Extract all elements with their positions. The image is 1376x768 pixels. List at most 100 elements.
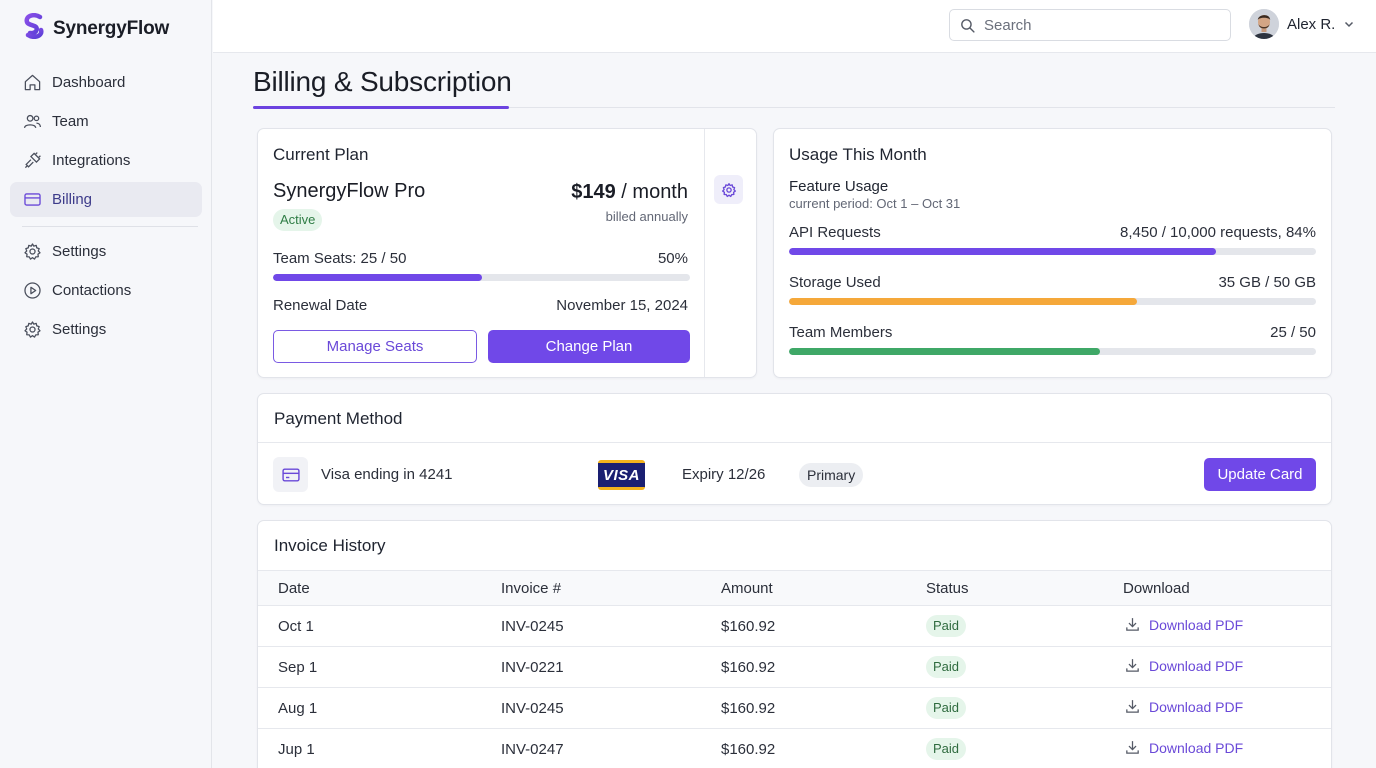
plan-status-badge: Active bbox=[273, 209, 323, 231]
sidebar-item-label: Team bbox=[52, 113, 89, 130]
download-pdf-label: Download PDF bbox=[1149, 739, 1244, 756]
sidebar-item-dashboard[interactable]: Dashboard bbox=[10, 65, 202, 100]
download-pdf-label: Download PDF bbox=[1149, 698, 1244, 715]
manage-seats-button[interactable]: Manage Seats bbox=[273, 330, 477, 363]
sidebar-item-label: Billing bbox=[52, 191, 93, 208]
column-header-date[interactable]: Date bbox=[278, 580, 310, 597]
sidebar-item-contactions[interactable]: Contactions bbox=[10, 273, 202, 308]
invoice-number: INV-0245 bbox=[501, 700, 564, 717]
primary-badge: Primary bbox=[799, 463, 864, 487]
search-input[interactable] bbox=[984, 16, 1214, 34]
feature-usage-label: Feature Usage bbox=[789, 178, 889, 195]
brand-name: SynergyFlow bbox=[53, 17, 170, 39]
invoice-number: INV-0221 bbox=[501, 659, 564, 676]
credit-card-icon bbox=[24, 193, 41, 206]
download-pdf-label: Download PDF bbox=[1149, 616, 1244, 633]
column-header-download[interactable]: Download bbox=[1123, 580, 1190, 597]
status-badge: Paid bbox=[926, 738, 967, 760]
current-plan-title: Current Plan bbox=[273, 145, 369, 164]
user-menu[interactable]: Alex R. bbox=[1249, 9, 1355, 39]
user-name: Alex R. bbox=[1287, 15, 1336, 33]
update-card-button[interactable]: Update Card bbox=[1204, 458, 1316, 491]
gear-icon bbox=[721, 182, 736, 197]
chevron-down-icon bbox=[1345, 21, 1354, 28]
table-row: Aug 1 INV-0245 $160.92 Paid Download PDF bbox=[258, 688, 1331, 729]
invoice-number: INV-0247 bbox=[501, 741, 564, 758]
card-icon-box bbox=[273, 457, 308, 492]
download-icon bbox=[1126, 659, 1139, 672]
title-divider bbox=[253, 107, 1335, 108]
card-description: Visa ending in 4241 bbox=[321, 466, 453, 483]
invoice-date: Jup 1 bbox=[278, 741, 315, 758]
sidebar-item-settings[interactable]: Settings bbox=[10, 234, 202, 269]
play-circle-icon bbox=[24, 282, 41, 299]
plan-name: SynergyFlow Pro bbox=[273, 180, 426, 202]
payment-method-card: Payment Method Visa ending in 4241 VISA … bbox=[257, 393, 1332, 505]
renewal-date: November 15, 2024 bbox=[556, 297, 688, 314]
table-row: Jup 1 INV-0247 $160.92 Paid Download PDF bbox=[258, 729, 1331, 768]
top-bar: Alex R. bbox=[213, 0, 1376, 53]
download-pdf-link[interactable]: Download PDF bbox=[1124, 657, 1243, 674]
column-header-status[interactable]: Status bbox=[926, 580, 969, 597]
home-icon bbox=[24, 74, 41, 91]
usage-card: Usage This Month Feature Usage current p… bbox=[773, 128, 1332, 378]
sidebar: SynergyFlow Dashboard Team Integrations … bbox=[0, 0, 212, 768]
status-badge: Paid bbox=[926, 615, 967, 637]
team-members-fill bbox=[789, 348, 1100, 355]
seats-progress-fill bbox=[273, 274, 482, 281]
sidebar-item-label: Contactions bbox=[52, 282, 132, 299]
invoice-amount: $160.92 bbox=[721, 741, 776, 758]
usage-metric-value: 8,450 / 10,000 requests, 84% bbox=[1120, 224, 1316, 241]
visa-logo: VISA bbox=[598, 460, 645, 490]
usage-progress-bar bbox=[789, 248, 1316, 255]
column-header-invoice[interactable]: Invoice # bbox=[501, 580, 562, 597]
usage-metric-label: Team Members bbox=[789, 324, 893, 341]
invoice-amount: $160.92 bbox=[721, 700, 776, 717]
sidebar-item-label: Settings bbox=[52, 321, 107, 338]
integrations-icon bbox=[24, 152, 41, 169]
invoice-history-title: Invoice History bbox=[274, 536, 386, 555]
payment-divider bbox=[258, 442, 1331, 443]
card-expiry: Expiry 12/26 bbox=[682, 466, 766, 483]
sidebar-item-billing[interactable]: Billing bbox=[10, 182, 202, 217]
sidebar-item-label: Settings bbox=[52, 243, 107, 260]
usage-metric-label: Storage Used bbox=[789, 274, 881, 291]
download-pdf-link[interactable]: Download PDF bbox=[1124, 616, 1243, 633]
sidebar-divider bbox=[22, 226, 198, 227]
gear-icon bbox=[24, 243, 41, 260]
table-row: Sep 1 INV-0221 $160.92 Paid Download PDF bbox=[258, 647, 1331, 688]
usage-title: Usage This Month bbox=[789, 145, 927, 164]
plan-price-amount: $149 bbox=[571, 181, 616, 203]
download-pdf-link[interactable]: Download PDF bbox=[1124, 739, 1243, 756]
usage-metric-value: 25 / 50 bbox=[1270, 324, 1316, 341]
invoice-date: Sep 1 bbox=[278, 659, 318, 676]
users-icon bbox=[23, 114, 42, 129]
download-pdf-link[interactable]: Download PDF bbox=[1124, 698, 1243, 715]
usage-progress-bar bbox=[789, 298, 1316, 305]
gear-icon bbox=[24, 321, 41, 338]
brand[interactable]: SynergyFlow bbox=[22, 12, 170, 44]
sidebar-item-label: Dashboard bbox=[52, 74, 126, 91]
download-icon bbox=[1126, 741, 1139, 754]
invoice-number: INV-0245 bbox=[501, 618, 564, 635]
page-title: Billing & Subscription bbox=[253, 66, 512, 97]
synergyflow-logo-icon bbox=[22, 12, 46, 44]
download-pdf-label: Download PDF bbox=[1149, 657, 1244, 674]
search-box[interactable] bbox=[949, 9, 1231, 41]
column-header-amount[interactable]: Amount bbox=[721, 580, 773, 597]
plan-settings-button[interactable] bbox=[714, 175, 743, 204]
invoice-amount: $160.92 bbox=[721, 618, 776, 635]
change-plan-button[interactable]: Change Plan bbox=[488, 330, 690, 363]
sidebar-item-team[interactable]: Team bbox=[10, 104, 202, 139]
storage-used-fill bbox=[789, 298, 1137, 305]
invoice-date: Aug 1 bbox=[278, 700, 318, 717]
seats-label: Team Seats: 25 / 50 bbox=[273, 250, 407, 267]
renewal-label: Renewal Date bbox=[273, 297, 368, 314]
title-underline bbox=[253, 106, 509, 109]
invoice-amount: $160.92 bbox=[721, 659, 776, 676]
seats-progress-bar bbox=[273, 274, 690, 281]
sidebar-item-settings-2[interactable]: Settings bbox=[10, 312, 202, 347]
sidebar-item-integrations[interactable]: Integrations bbox=[10, 143, 202, 178]
plan-price: $149 / month bbox=[571, 181, 688, 204]
sidebar-item-label: Integrations bbox=[52, 152, 131, 169]
